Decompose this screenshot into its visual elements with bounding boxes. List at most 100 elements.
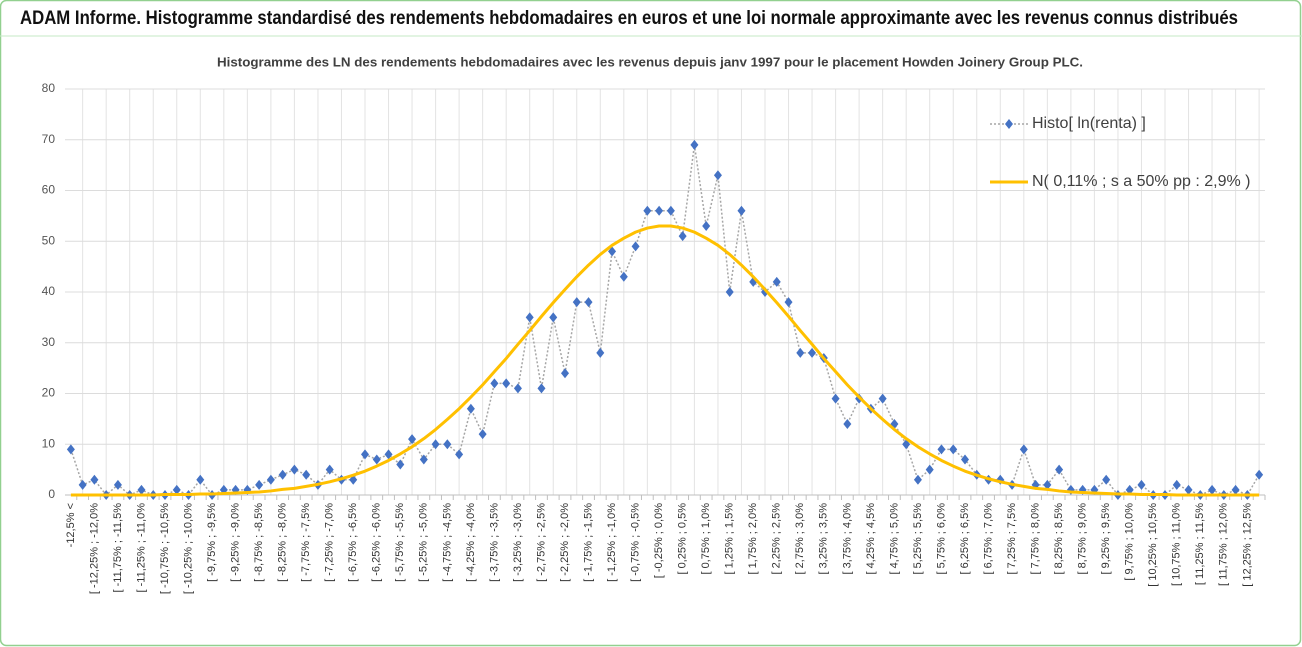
data-point [455, 449, 464, 460]
x-tick-label: [ -0,75% ; -0,5% [629, 503, 641, 582]
data-point [913, 474, 922, 485]
y-tick-label: 50 [42, 233, 56, 247]
data-point [290, 464, 299, 475]
legend-label: Histo[ ln(renta) ] [1032, 115, 1146, 132]
x-tick-label: [ 2,25% ; 2,5% [771, 503, 783, 575]
y-tick-label: 40 [42, 284, 56, 298]
data-point [1125, 484, 1134, 495]
x-tick-label: [ 9,25% ; 9,5% [1100, 503, 1112, 575]
data-point [713, 170, 722, 181]
x-tick-label: [ -3,25% ; -3,0% [512, 503, 524, 582]
data-point [255, 479, 264, 490]
x-tick-label: [ -3,75% ; -3,5% [488, 503, 500, 582]
x-tick-label: [ -2,75% ; -2,5% [535, 503, 547, 582]
x-tick-label: [ -8,25% ; -8,0% [277, 503, 289, 582]
data-point [137, 484, 146, 495]
series-line [70, 224, 1260, 497]
data-point [596, 347, 605, 358]
data-point [302, 469, 311, 480]
y-tick-label: 70 [42, 132, 56, 146]
x-tick-label: [ -7,25% ; -7,0% [324, 503, 336, 582]
x-tick-label: [ 4,75% ; 5,0% [888, 503, 900, 575]
x-tick-label: [ 0,25% ; 0,5% [677, 503, 689, 575]
data-point [561, 368, 569, 379]
x-tick-label: [ -10,25% ; -10,0% [182, 503, 194, 594]
x-tick-label: [ 2,75% ; 3,0% [794, 503, 806, 575]
x-tick-label: [ -9,75% ; -9,5% [206, 503, 218, 582]
data-point [1137, 479, 1146, 490]
data-point [443, 439, 452, 450]
data-point [949, 444, 958, 455]
x-tick-label: [ -0,25% ; 0,0% [653, 503, 665, 578]
x-tick-label: [ -7,75% ; -7,5% [300, 503, 312, 582]
x-tick-label: [ -1,75% ; -1,5% [582, 503, 594, 582]
data-point [784, 297, 793, 308]
x-tick-label: [ -5,25% ; -5,0% [418, 503, 430, 582]
data-point [266, 474, 275, 485]
x-tick-label: [ 10,25% ; 10,5% [1147, 503, 1159, 587]
data-point [831, 393, 840, 404]
legend-label: N( 0,11% ; s a 50% pp : 2,9% ) [1032, 173, 1250, 190]
y-tick-label: 0 [48, 487, 55, 501]
y-tick-label: 60 [42, 183, 56, 197]
data-point [525, 312, 534, 323]
x-tick-label: [ 9,75% ; 10,0% [1124, 503, 1136, 581]
data-point [361, 449, 369, 460]
x-tick-label: [ -6,25% ; -6,0% [371, 503, 383, 582]
data-point [608, 246, 617, 257]
data-point [878, 393, 887, 404]
data-point [643, 205, 652, 216]
y-tick-label: 80 [42, 81, 56, 95]
data-point [1208, 484, 1217, 495]
x-tick-label: [ 8,75% ; 9,0% [1077, 503, 1089, 575]
data-point [384, 449, 393, 460]
data-point [737, 205, 746, 216]
x-tick-label: [ 6,25% ; 6,5% [959, 503, 971, 575]
x-tick-label: [ 1,25% ; 1,5% [724, 503, 736, 575]
y-tick-label: 30 [42, 335, 56, 349]
x-tick-label: [ -10,75% ; -10,5% [159, 503, 171, 594]
data-point [196, 474, 205, 485]
data-point [78, 479, 87, 490]
data-point [1043, 479, 1052, 490]
data-point [278, 469, 287, 480]
x-tick-label: [ -5,75% ; -5,5% [394, 503, 406, 582]
y-tick-label: 10 [42, 436, 56, 450]
legend-marker [1005, 119, 1013, 129]
data-point [572, 297, 581, 308]
data-point [1231, 484, 1240, 495]
x-tick-label: [ -11,75% ; -11,5% [112, 503, 124, 593]
data-point [702, 221, 711, 232]
x-tick-label: [ 11,75% ; 12,0% [1218, 503, 1230, 586]
data-point [396, 459, 405, 470]
x-tick-label: [ -4,75% ; -4,5% [441, 503, 453, 582]
data-point [431, 439, 440, 450]
x-tick-label: [ 5,75% ; 6,0% [935, 503, 947, 575]
data-point [796, 347, 805, 358]
x-tick-label: [ -4,25% ; -4,0% [465, 503, 477, 582]
data-point [1019, 444, 1028, 455]
chart-title: Histogramme des LN des rendements hebdom… [217, 54, 1083, 69]
x-tick-label: [ 8,25% ; 8,5% [1053, 503, 1065, 575]
data-point [725, 287, 734, 297]
data-point [325, 464, 334, 475]
data-point [502, 378, 511, 389]
data-point [1255, 469, 1264, 480]
x-tick-label: [ -8,75% ; -8,5% [253, 503, 265, 582]
data-point [113, 479, 122, 490]
x-tick-label: [ -6,75% ; -6,5% [347, 503, 359, 582]
data-point [537, 383, 546, 394]
data-point [655, 205, 664, 216]
data-point [490, 378, 499, 389]
x-tick-label: [ 12,25% ; 12,5% [1241, 503, 1253, 587]
x-tick-label: [ 7,25% ; 7,5% [1006, 503, 1018, 575]
data-point [408, 434, 417, 445]
x-tick-label: [ 3,75% ; 4,0% [841, 503, 853, 575]
data-point [1102, 474, 1111, 485]
data-point [1055, 464, 1064, 475]
data-point [549, 312, 558, 323]
x-tick-label: [ 7,75% ; 8,0% [1029, 503, 1041, 575]
data-point [90, 474, 99, 485]
x-tick-label: [ 10,75% ; 11,0% [1171, 503, 1183, 586]
